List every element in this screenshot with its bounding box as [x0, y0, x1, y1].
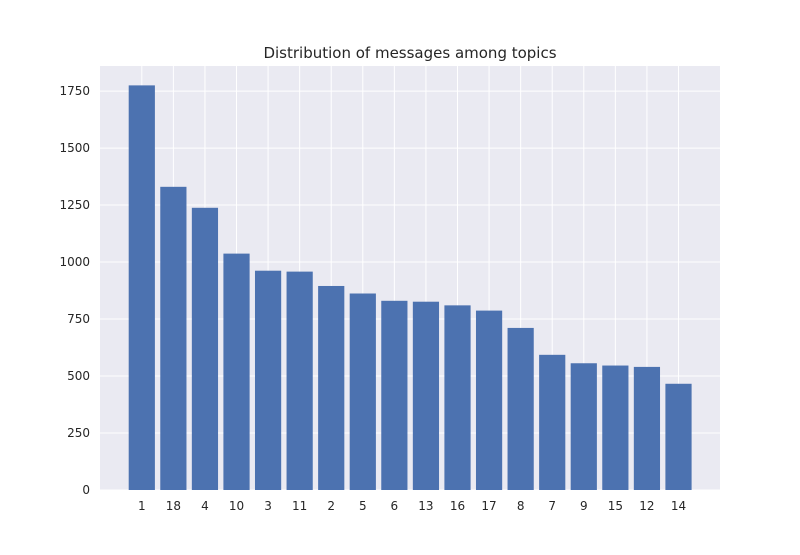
x-tick-label: 16: [450, 499, 465, 513]
bar-topic-13: [412, 301, 440, 490]
x-tick-label: 14: [671, 499, 686, 513]
bar-topic-15: [602, 365, 629, 490]
bar-topic-18: [160, 186, 187, 490]
y-tick-label: 1250: [59, 198, 90, 212]
bar-topic-16: [444, 305, 471, 490]
bar-topic-10: [223, 253, 250, 490]
y-tick-label: 1500: [59, 141, 90, 155]
bar-topic-3: [254, 270, 282, 490]
bar-topic-12: [633, 366, 661, 490]
x-tick-label: 8: [517, 499, 525, 513]
x-tick-label: 12: [639, 499, 654, 513]
x-tick-label: 9: [580, 499, 588, 513]
x-tick-label: 15: [608, 499, 623, 513]
bar-topic-5: [349, 293, 376, 490]
x-tick-label: 6: [391, 499, 399, 513]
bar-topic-17: [475, 310, 503, 490]
y-tick-label: 250: [67, 426, 90, 440]
bar-topic-2: [318, 285, 345, 490]
y-tick-label: 1750: [59, 84, 90, 98]
y-axis-tick-labels: 0 250 500 750 1000 1250 1500 1750: [59, 84, 90, 497]
x-tick-label: 17: [481, 499, 496, 513]
y-tick-label: 1000: [59, 255, 90, 269]
x-tick-label: 5: [359, 499, 367, 513]
x-axis-tick-labels: 1 18 4 10 3 11 2 5 6 13 16 17 8 7 9 15 12 14: [138, 499, 686, 513]
y-tick-label: 500: [67, 369, 90, 383]
x-tick-label: 13: [418, 499, 433, 513]
bar-topic-11: [286, 271, 313, 490]
bar-topic-6: [381, 300, 408, 490]
x-tick-label: 7: [548, 499, 556, 513]
x-tick-label: 4: [201, 499, 209, 513]
bars: [128, 85, 692, 490]
bar-topic-8: [507, 327, 534, 490]
y-tick-label: 750: [67, 312, 90, 326]
x-tick-label: 11: [292, 499, 307, 513]
bar-topic-4: [191, 207, 219, 490]
x-tick-label: 18: [166, 499, 181, 513]
bar-topic-9: [570, 363, 597, 490]
x-tick-label: 10: [229, 499, 244, 513]
y-tick-label: 0: [82, 483, 90, 497]
bar-topic-1: [128, 85, 155, 490]
bar-topic-14: [665, 383, 692, 490]
chart-title: Distribution of messages among topics: [263, 44, 556, 62]
x-tick-label: 1: [138, 499, 146, 513]
bar-topic-7: [539, 354, 566, 490]
x-tick-label: 3: [264, 499, 272, 513]
x-tick-label: 2: [327, 499, 335, 513]
